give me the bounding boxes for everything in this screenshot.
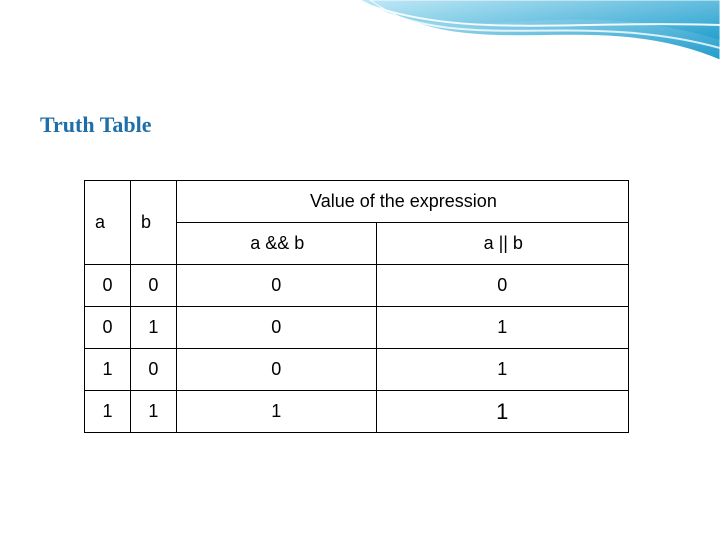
- cell-and: 0: [176, 307, 376, 349]
- cell-a: 1: [85, 349, 131, 391]
- cell-b: 0: [130, 265, 176, 307]
- cell-and: 1: [176, 391, 376, 433]
- cell-b: 1: [130, 391, 176, 433]
- header-decoration: [0, 0, 720, 120]
- cell-a: 1: [85, 391, 131, 433]
- col-b-header: b: [130, 181, 176, 265]
- cell-or: 0: [376, 265, 628, 307]
- col-or-header: a || b: [376, 223, 628, 265]
- table-row: 0 0 0 0: [85, 265, 629, 307]
- table-header-row-1: a b Value of the expression: [85, 181, 629, 223]
- cell-a: 0: [85, 307, 131, 349]
- col-a-header: a: [85, 181, 131, 265]
- cell-or: 1: [376, 349, 628, 391]
- slide-title: Truth Table: [40, 112, 151, 138]
- cell-and: 0: [176, 349, 376, 391]
- cell-or: 1: [376, 307, 628, 349]
- col-and-header: a && b: [176, 223, 376, 265]
- cell-or: 1: [376, 391, 628, 433]
- truth-table: a b Value of the expression a && b a || …: [84, 180, 629, 433]
- cell-a: 0: [85, 265, 131, 307]
- col-expr-header: Value of the expression: [176, 181, 628, 223]
- cell-b: 0: [130, 349, 176, 391]
- wave-svg: [0, 0, 720, 120]
- cell-b: 1: [130, 307, 176, 349]
- table-row: 1 1 1 1: [85, 391, 629, 433]
- table-row: 0 1 0 1: [85, 307, 629, 349]
- table-row: 1 0 0 1: [85, 349, 629, 391]
- cell-and: 0: [176, 265, 376, 307]
